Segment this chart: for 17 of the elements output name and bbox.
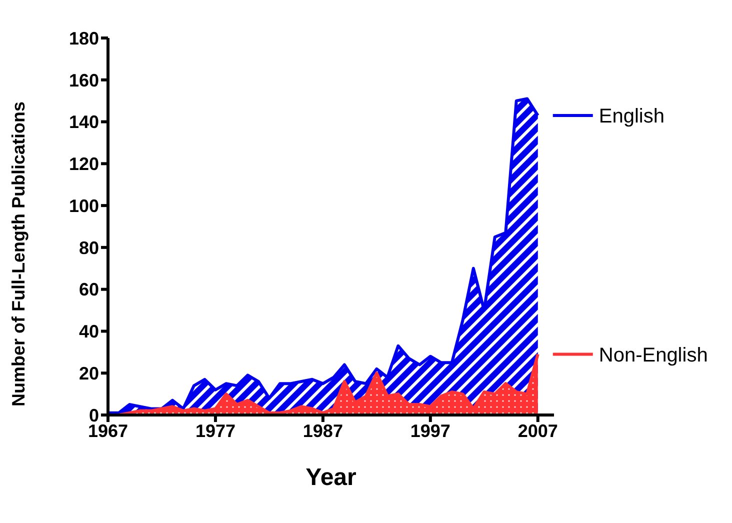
legend-label: English xyxy=(598,105,664,128)
x-tick-label: 1997 xyxy=(410,420,450,441)
legend-label: Non-English xyxy=(598,344,708,366)
x-tick-label: 1987 xyxy=(302,420,343,441)
x-tick-label: 1977 xyxy=(195,420,236,441)
y-tick-label: 120 xyxy=(68,154,99,174)
y-tick-label: 80 xyxy=(78,238,99,258)
y-tick-label: 40 xyxy=(78,322,99,342)
y-axis-title: Number of Full-Length Publications xyxy=(8,102,28,406)
y-tick-label: 60 xyxy=(78,280,99,300)
y-tick-label: 160 xyxy=(68,70,99,90)
y-tick-label: 180 xyxy=(68,28,99,48)
y-tick-label: 140 xyxy=(68,112,99,132)
x-tick-label: 2007 xyxy=(518,420,558,441)
x-axis-title: Year xyxy=(306,464,356,491)
y-tick-label: 20 xyxy=(78,364,99,384)
y-tick-label: 100 xyxy=(68,196,99,216)
